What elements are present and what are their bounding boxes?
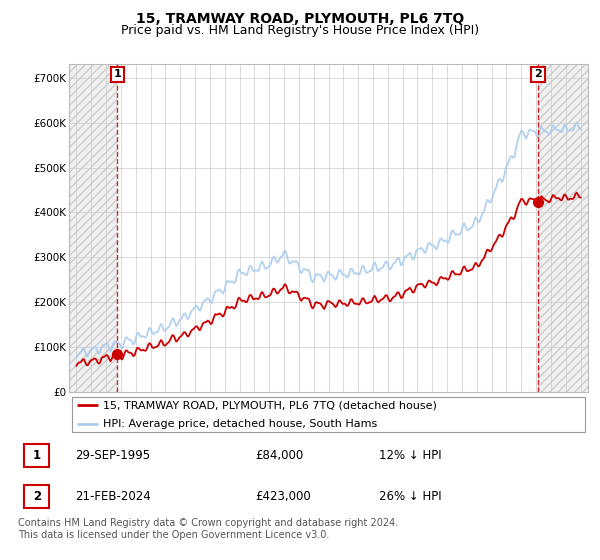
FancyBboxPatch shape — [24, 485, 49, 508]
Bar — [69, 64, 117, 392]
Text: 29-SEP-1995: 29-SEP-1995 — [75, 449, 150, 462]
FancyBboxPatch shape — [71, 398, 586, 432]
Bar — [117, 64, 538, 392]
Bar — [538, 64, 588, 392]
Text: 12% ↓ HPI: 12% ↓ HPI — [379, 449, 442, 462]
Text: 1: 1 — [113, 69, 121, 80]
Text: 26% ↓ HPI: 26% ↓ HPI — [379, 490, 442, 503]
Text: 15, TRAMWAY ROAD, PLYMOUTH, PL6 7TQ: 15, TRAMWAY ROAD, PLYMOUTH, PL6 7TQ — [136, 12, 464, 26]
Text: HPI: Average price, detached house, South Hams: HPI: Average price, detached house, Sout… — [103, 419, 377, 429]
Text: 2: 2 — [32, 490, 41, 503]
Text: Price paid vs. HM Land Registry's House Price Index (HPI): Price paid vs. HM Land Registry's House … — [121, 24, 479, 36]
Text: 1: 1 — [32, 449, 41, 462]
Bar — [69, 64, 117, 392]
FancyBboxPatch shape — [24, 444, 49, 467]
Text: £84,000: £84,000 — [255, 449, 304, 462]
Text: £423,000: £423,000 — [255, 490, 311, 503]
Text: 15, TRAMWAY ROAD, PLYMOUTH, PL6 7TQ (detached house): 15, TRAMWAY ROAD, PLYMOUTH, PL6 7TQ (det… — [103, 400, 437, 410]
Text: Contains HM Land Registry data © Crown copyright and database right 2024.
This d: Contains HM Land Registry data © Crown c… — [18, 518, 398, 540]
Bar — [538, 64, 588, 392]
Text: 21-FEB-2024: 21-FEB-2024 — [75, 490, 151, 503]
Text: 2: 2 — [534, 69, 542, 80]
